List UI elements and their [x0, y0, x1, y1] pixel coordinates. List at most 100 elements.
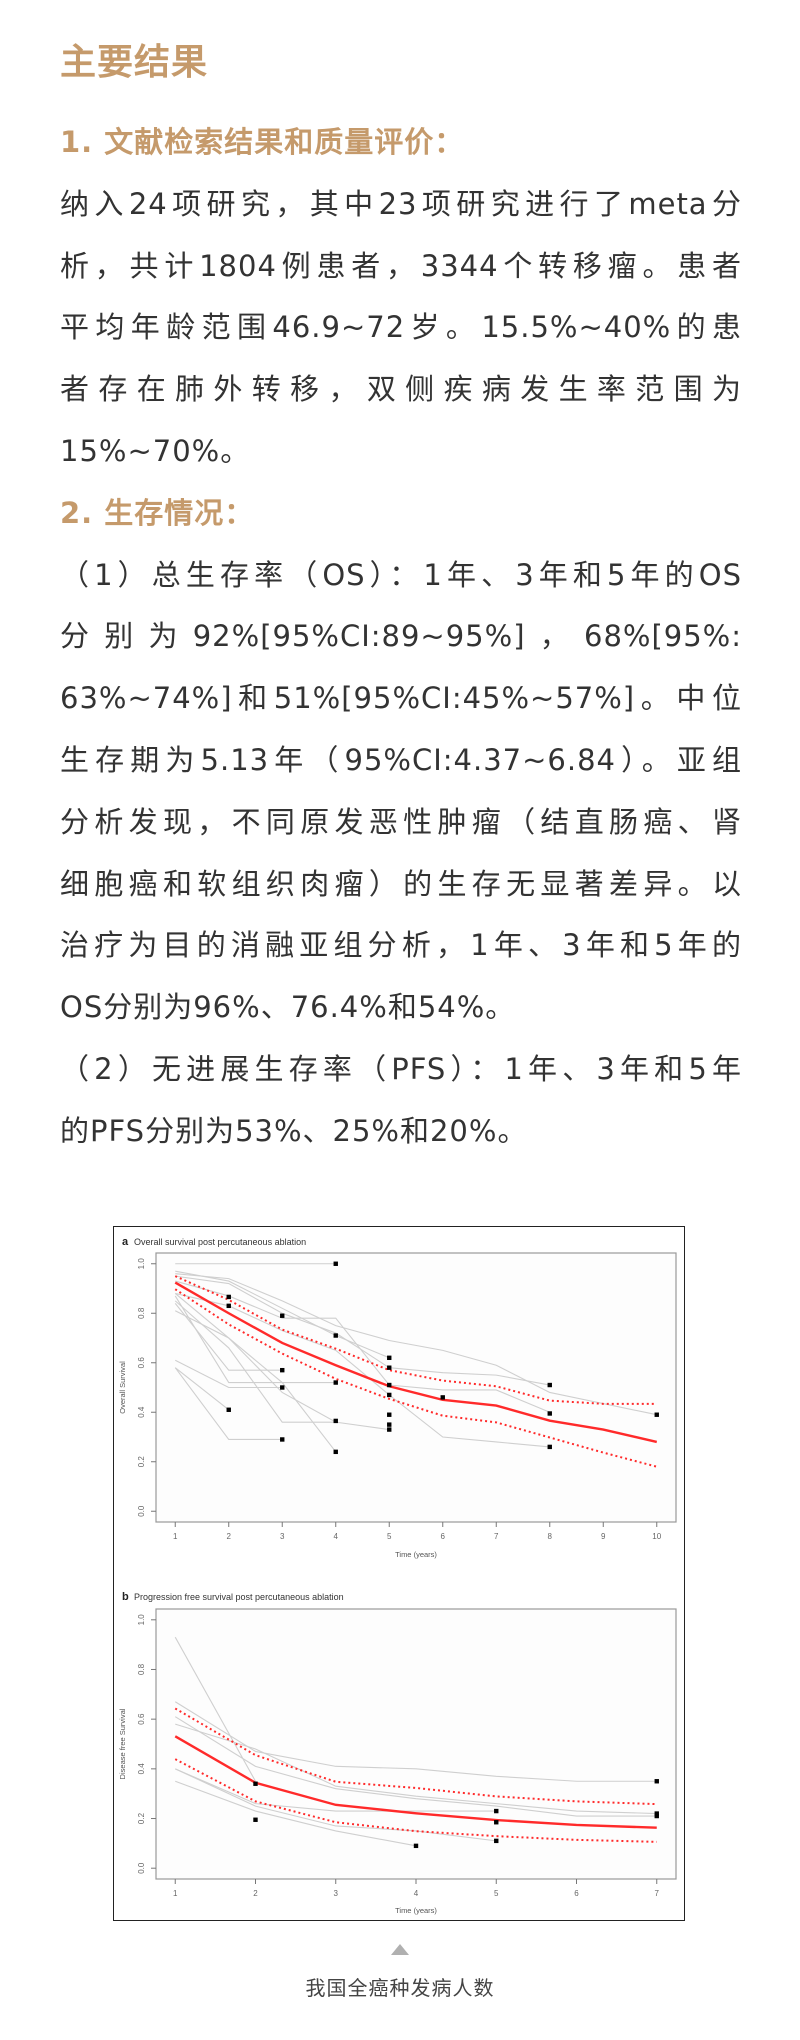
study-line: [175, 1292, 550, 1448]
x-axis-label: Time (years): [395, 1906, 437, 1915]
y-tick-label: 1.0: [137, 1614, 146, 1626]
y-tick-label: 0.6: [137, 1713, 146, 1725]
os-paragraph: （1）总生存率（OS）：1年、3年和5年的OS 分别为92%[95%CI:89~9…: [60, 545, 742, 1039]
data-point: [387, 1355, 392, 1361]
data-point: [333, 1333, 338, 1338]
x-tick-label: 4: [334, 1532, 339, 1541]
x-tick-label: 6: [441, 1532, 446, 1541]
body-text-line: 者存在肺外转移，双侧疾病发生率范围为: [60, 372, 742, 407]
section-heading-survival: 2. 生存情况：: [60, 495, 255, 530]
x-tick-label: 5: [494, 1889, 499, 1898]
data-point: [494, 1820, 499, 1825]
data-point: [413, 1843, 419, 1849]
x-tick-label: 3: [334, 1889, 339, 1898]
x-tick-label: 1: [173, 1889, 178, 1898]
caption-arrow-icon: [391, 1944, 409, 1955]
x-axis-label: Time (years): [395, 1550, 437, 1559]
body-text-line: 细胞癌和软组织肉瘤）的生存无显著差异。以: [60, 866, 742, 901]
study-line: [174, 1300, 336, 1423]
y-tick-label: 1.0: [137, 1258, 146, 1270]
data-point: [333, 1261, 338, 1266]
data-point: [280, 1385, 285, 1390]
study-line: [175, 1723, 657, 1815]
x-tick-label: 8: [548, 1532, 553, 1541]
study-line: [174, 1293, 337, 1453]
data-point: [547, 1444, 552, 1450]
y-tick-label: 0.2: [137, 1812, 146, 1824]
pooled-survival-line: [174, 1281, 658, 1444]
y-tick-label: 0.0: [137, 1505, 146, 1517]
chart-title: Progression free survival post percutane…: [134, 1592, 344, 1602]
y-tick-label: 0.0: [137, 1862, 146, 1874]
study-line: [175, 1780, 417, 1847]
study-line: [174, 1310, 390, 1431]
study-line: [174, 1367, 283, 1441]
body-text-line: 生存期为5.13年（95%CI:4.37~6.84）。亚组: [60, 742, 742, 777]
figure-caption: 我国全癌种发病人数: [305, 1976, 495, 2000]
literature-paragraph: 纳入24项研究，其中23项研究进行了meta分 析，共计1804例患者，3344个…: [60, 174, 742, 483]
data-point: [226, 1303, 231, 1309]
data-point: [387, 1427, 392, 1432]
page-title: 主要结果: [60, 41, 209, 83]
data-point: [280, 1313, 285, 1318]
ci-lower-line: [174, 1758, 657, 1843]
article-body: 1. 文献检索结果和质量评价： 纳入24项研究，其中23项研究进行了meta分析…: [60, 112, 742, 1163]
data-point: [387, 1365, 392, 1370]
data-point: [253, 1817, 258, 1822]
study-line: [175, 1280, 550, 1413]
panel-letter: a: [122, 1236, 129, 1248]
study-line: [174, 1367, 230, 1411]
body-text-line: OS分别为96%、76.4%和54%。: [60, 990, 516, 1025]
study-line: [175, 1270, 390, 1359]
x-tick-label: 7: [655, 1889, 660, 1898]
data-point: [280, 1437, 285, 1442]
data-point: [333, 1380, 338, 1385]
data-point: [253, 1781, 258, 1786]
y-tick-label: 0.8: [137, 1307, 146, 1319]
x-tick-label: 6: [574, 1889, 579, 1898]
study-line: [174, 1636, 256, 1782]
y-axis-label: Disease free Survival: [118, 1708, 127, 1779]
panel-letter: b: [122, 1591, 129, 1603]
x-tick-label: 3: [280, 1532, 285, 1541]
x-tick-label: 2: [227, 1532, 232, 1541]
body-text-line: 的PFS分别为53%、25%和20%。: [60, 1113, 528, 1148]
survival-charts-svg: a Overall survival post percutaneous abla…: [118, 1236, 677, 1915]
body-text-line: 分别为92%[95%CI:89~95%]，68%[95%:: [60, 619, 742, 654]
body-text-line: （1）总生存率（OS）：1年、3年和5年的OS: [60, 557, 742, 592]
body-text-line: 平均年龄范围46.9~72岁。15.5%~40%的患: [60, 310, 742, 345]
x-tick-label: 1: [173, 1532, 178, 1541]
data-point: [654, 1779, 659, 1784]
study-line: [174, 1359, 283, 1389]
x-tick-label: 2: [253, 1889, 258, 1898]
study-line: [175, 1273, 657, 1416]
y-tick-label: 0.4: [137, 1406, 146, 1418]
x-tick-label: 7: [494, 1532, 499, 1541]
x-tick-label: 10: [652, 1532, 661, 1541]
data-point: [547, 1382, 552, 1388]
data-point: [654, 1811, 659, 1816]
x-tick-label: 5: [387, 1532, 392, 1541]
data-point: [387, 1422, 392, 1427]
study-line: [175, 1275, 550, 1386]
body-text-line: 纳入24项研究，其中23项研究进行了meta分: [60, 186, 742, 221]
survival-figure: a Overall survival post percutaneous abla…: [113, 1226, 685, 1921]
data-point: [654, 1813, 659, 1819]
data-point: [387, 1382, 392, 1388]
data-point: [333, 1418, 338, 1424]
y-tick-label: 0.2: [137, 1456, 146, 1468]
data-point: [387, 1392, 392, 1398]
data-point: [280, 1367, 285, 1373]
y-tick-label: 0.6: [137, 1357, 146, 1369]
body-text-line: 15%~70%。: [60, 433, 251, 468]
study-line: [174, 1701, 657, 1782]
body-text-line: 析，共计1804例患者，3344个转移瘤。患者: [60, 248, 742, 283]
study-line: [175, 1768, 497, 1812]
y-tick-label: 0.8: [137, 1663, 146, 1675]
data-point: [226, 1294, 231, 1300]
y-axis-label: Overall Survival: [118, 1361, 127, 1414]
data-point: [654, 1412, 659, 1417]
body-text-line: （2）无进展生存率（PFS）：1年、3年和5年: [60, 1051, 742, 1086]
data-point: [547, 1411, 552, 1416]
study-line: [174, 1716, 657, 1817]
